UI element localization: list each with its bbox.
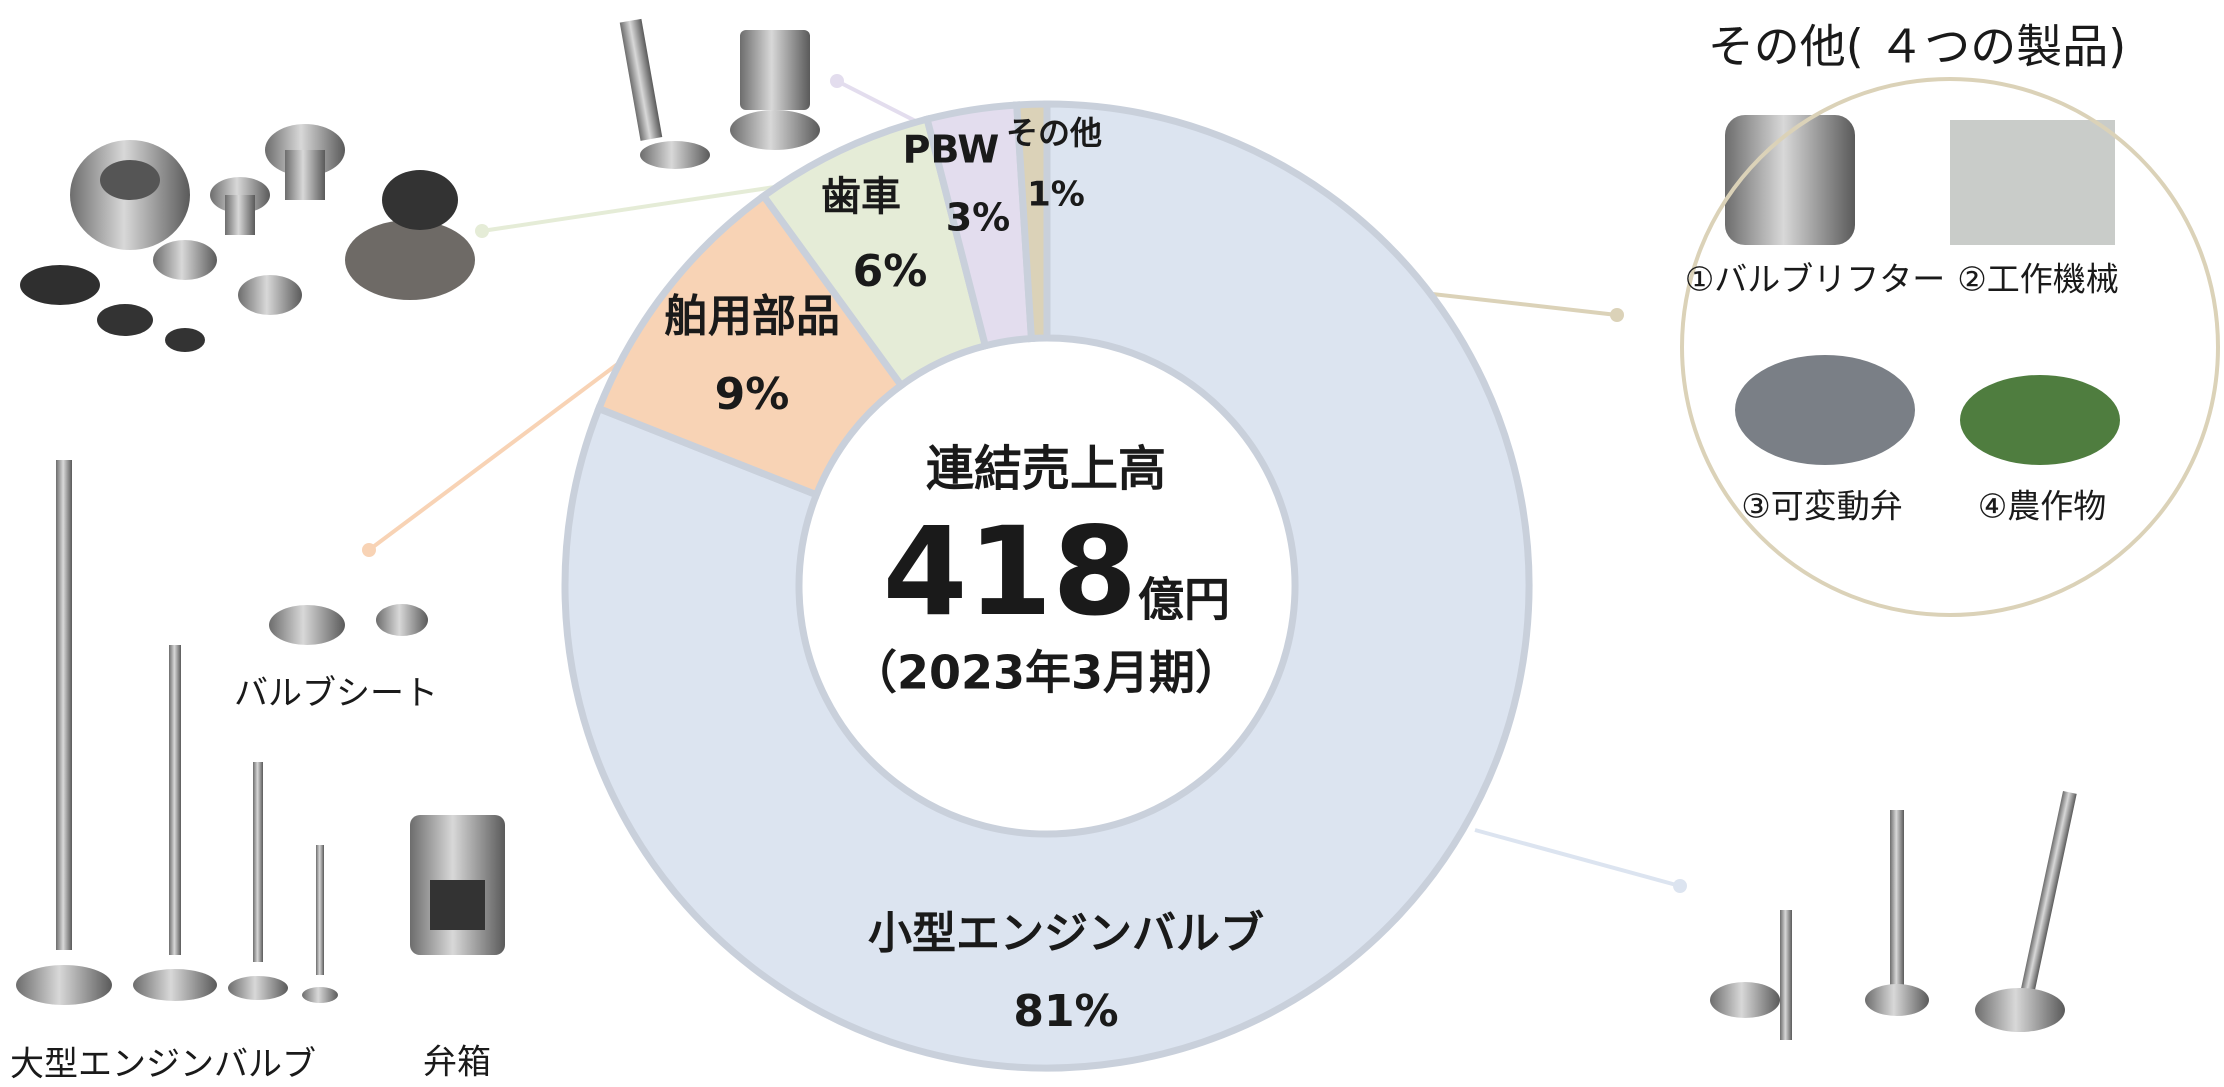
slice-value: 81% (1013, 986, 1118, 1037)
others-item: ②工作機械 (1957, 260, 2119, 299)
slice-name: 舶用部品 (664, 291, 840, 342)
center-unit: 億円 (1138, 573, 1230, 627)
slice-value: 1% (1027, 175, 1085, 215)
others-item: ①バルブリフター (1685, 260, 1946, 299)
gear-images (20, 124, 475, 352)
leader-line (1475, 830, 1680, 886)
others-item: ③可変動弁 (1741, 487, 1903, 526)
center-value: 418 (883, 501, 1138, 643)
center-period: （2023年3月期） (851, 646, 1241, 700)
product-label: 大型エンジンバルブ (10, 1045, 316, 1085)
slice-value: 9% (715, 369, 790, 420)
pbw-images (620, 19, 820, 169)
slice-name: PBW (903, 128, 1000, 172)
product-label: バルブシート (234, 674, 438, 714)
slice-name: 小型エンジンバルブ (868, 908, 1264, 959)
slice-value: 6% (853, 246, 928, 297)
page: 小型エンジンバルブ 81% 舶用部品 9% 歯車 6% PBW 3% その他 1% その他( ４つ… (0, 0, 2224, 1087)
leader-dot (475, 224, 489, 238)
leader-dot (1610, 308, 1624, 322)
others-title: その他( ４つの製品) (1708, 20, 2127, 74)
leader-dot (1673, 879, 1687, 893)
slice-value: 3% (946, 196, 1011, 240)
slice-name: 歯車 (821, 174, 901, 220)
product-label: 弁箱 (423, 1043, 491, 1083)
others-item: ④農作物 (1978, 487, 2107, 526)
chart: 小型エンジンバルブ 81% 舶用部品 9% 歯車 6% PBW 3% その他 1% その他( ４つ… (0, 0, 2224, 1087)
leader-dot (830, 74, 844, 88)
leader-dot (362, 543, 376, 557)
slice-name: その他 (1006, 114, 1102, 152)
center-title: 連結売上高 (926, 441, 1166, 497)
